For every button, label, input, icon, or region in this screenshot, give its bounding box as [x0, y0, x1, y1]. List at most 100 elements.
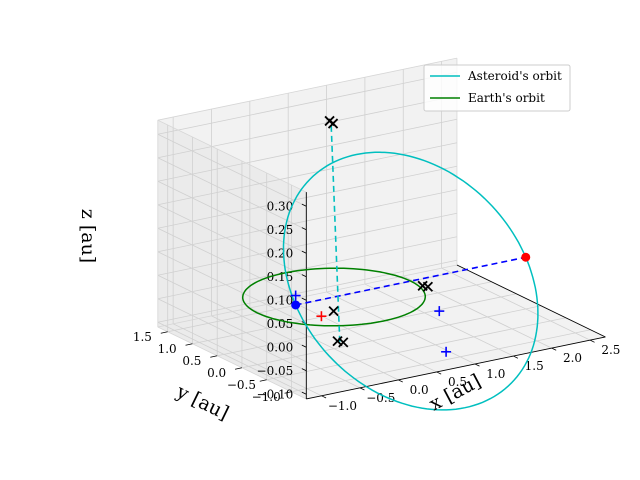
x-tick-label-4: 1.0: [486, 367, 505, 381]
x-tick-label-7: 2.5: [601, 343, 620, 357]
y-tick-mark-4: [185, 343, 193, 346]
grid-y-floor-1: [266, 317, 566, 381]
z-tick-label-3: 0.05: [267, 317, 294, 331]
black-x-marker-1-b: [327, 118, 339, 129]
x-tick-label-1: −0.5: [366, 391, 395, 405]
black-x-marker-3: [417, 280, 428, 291]
black-x-marker-3-b: [417, 280, 428, 291]
z-axis-label: z [au]: [77, 209, 99, 263]
grid-x-floor-3: [288, 299, 437, 373]
x-tick-mark-0: [321, 395, 327, 399]
x-tick-mark-2: [398, 379, 403, 383]
blue-plus-marker-0: [290, 290, 301, 301]
x-axis-line: [306, 336, 606, 400]
grid-z-side-0: [157, 321, 307, 395]
z-tick-label-1: −0.05: [257, 364, 294, 378]
y-tick-label-2: 0.0: [207, 366, 226, 380]
pane-edge-0: [157, 264, 458, 328]
pane-edge-1: [157, 326, 307, 400]
grid-z-side-7: [157, 157, 307, 231]
x-tick-label-2: 0.0: [410, 383, 429, 397]
y-tick-label-3: 0.5: [182, 354, 201, 368]
black-x-marker-6: [338, 337, 349, 348]
grid-z-back-1: [157, 236, 458, 300]
grid-x-floor-0: [172, 323, 322, 397]
red-plus-marker-0: [316, 311, 327, 322]
blue-plus-marker-2: [441, 346, 452, 357]
grid-z-side-4: [157, 227, 307, 301]
blue-dot-marker-0: [291, 300, 301, 310]
y-tick-mark-5: [160, 331, 168, 334]
x-tick-mark-4: [474, 363, 480, 367]
grid-x-floor-2: [249, 307, 399, 381]
earth-orbit-line: [241, 267, 427, 327]
grid-z-back-2: [157, 212, 458, 276]
z-tick-mark-2: [301, 344, 307, 348]
z-tick-label-6: 0.20: [267, 246, 294, 260]
grid-y-floor-4: [192, 281, 492, 345]
z-tick-label-7: 0.25: [267, 223, 294, 237]
grid-y-floor-2: [241, 305, 542, 369]
grid-x-floor-7: [441, 267, 591, 341]
z-tick-label-4: 0.10: [267, 293, 294, 307]
x-tick-mark-5: [513, 355, 519, 359]
grid-y-floor-0: [291, 329, 591, 393]
y-tick-mark-3: [210, 355, 218, 358]
legend: Asteroid's orbit Earth's orbit: [423, 64, 571, 112]
black-x-marker-4: [328, 305, 339, 317]
grid-z-back-0: [157, 259, 458, 323]
y-tick-label-4: 1.0: [158, 342, 177, 356]
grid-z-back-7: [157, 95, 458, 159]
z-tick-mark-7: [301, 227, 307, 231]
y-axis-label: y [au]: [172, 380, 232, 424]
axis-lines: [157, 57, 606, 400]
x-tick-mark-1: [359, 387, 365, 391]
black-x-marker-4-b: [328, 305, 339, 317]
grid-z-side-3: [157, 251, 307, 325]
legend-frame: [423, 64, 571, 112]
z-tick-mark-6: [301, 250, 307, 254]
dashed-line-1: [330, 122, 341, 342]
data-markers: [290, 115, 531, 357]
z-tick-mark-4: [301, 297, 307, 301]
x-tick-label-0: −1.0: [328, 399, 357, 413]
black-x-marker-1: [327, 118, 339, 129]
x-tick-label-3: 0.5: [448, 375, 467, 389]
grid-z-back-8: [157, 71, 458, 135]
z-tick-mark-0: [301, 391, 307, 395]
pane-edge-6: [157, 119, 307, 193]
y-tick-mark-1: [259, 379, 267, 382]
blue-plus-marker-1: [434, 306, 445, 317]
z-tick-label-0: −0.10: [257, 387, 294, 401]
grid-z-side-8: [157, 133, 307, 207]
y-tick-mark-0: [284, 391, 292, 394]
red-dot-marker-0: [521, 252, 531, 262]
grid-z-back-6: [157, 118, 458, 182]
tick-labels: −1.0−0.50.00.51.01.52.02.5−1.0−0.50.00.5…: [133, 199, 621, 413]
x-tick-mark-6: [551, 347, 557, 351]
grid-z-back-4: [157, 165, 458, 229]
x-tick-label-6: 2.0: [563, 351, 582, 365]
grid-z-side-1: [157, 298, 307, 372]
legend-label-earth: Earth's orbit: [468, 91, 545, 105]
dashed-line-0: [295, 256, 526, 306]
y-tick-label-0: −1.0: [252, 390, 281, 404]
black-x-marker-2-b: [422, 281, 434, 292]
grid-x-floor-5: [364, 283, 514, 357]
z-tick-label-2: 0.00: [267, 340, 294, 354]
z-tick-mark-5: [301, 274, 307, 278]
x-tick-mark-7: [589, 339, 595, 343]
black-x-marker-5-b: [332, 336, 343, 347]
y-axis-line: [456, 264, 606, 338]
x-tick-mark-3: [436, 371, 442, 375]
grid-y-floor-3: [217, 293, 517, 357]
z-tick-label-8: 0.30: [267, 199, 294, 213]
grid-x-floor-1: [211, 315, 361, 389]
grid-z-back-3: [157, 189, 458, 253]
black-x-marker-6-b: [338, 337, 349, 348]
pane-edge-4: [157, 57, 458, 121]
y-tick-label-5: 1.5: [133, 330, 152, 344]
y-tick-mark-2: [234, 367, 243, 370]
legend-label-asteroid: Asteroid's orbit: [467, 69, 562, 83]
